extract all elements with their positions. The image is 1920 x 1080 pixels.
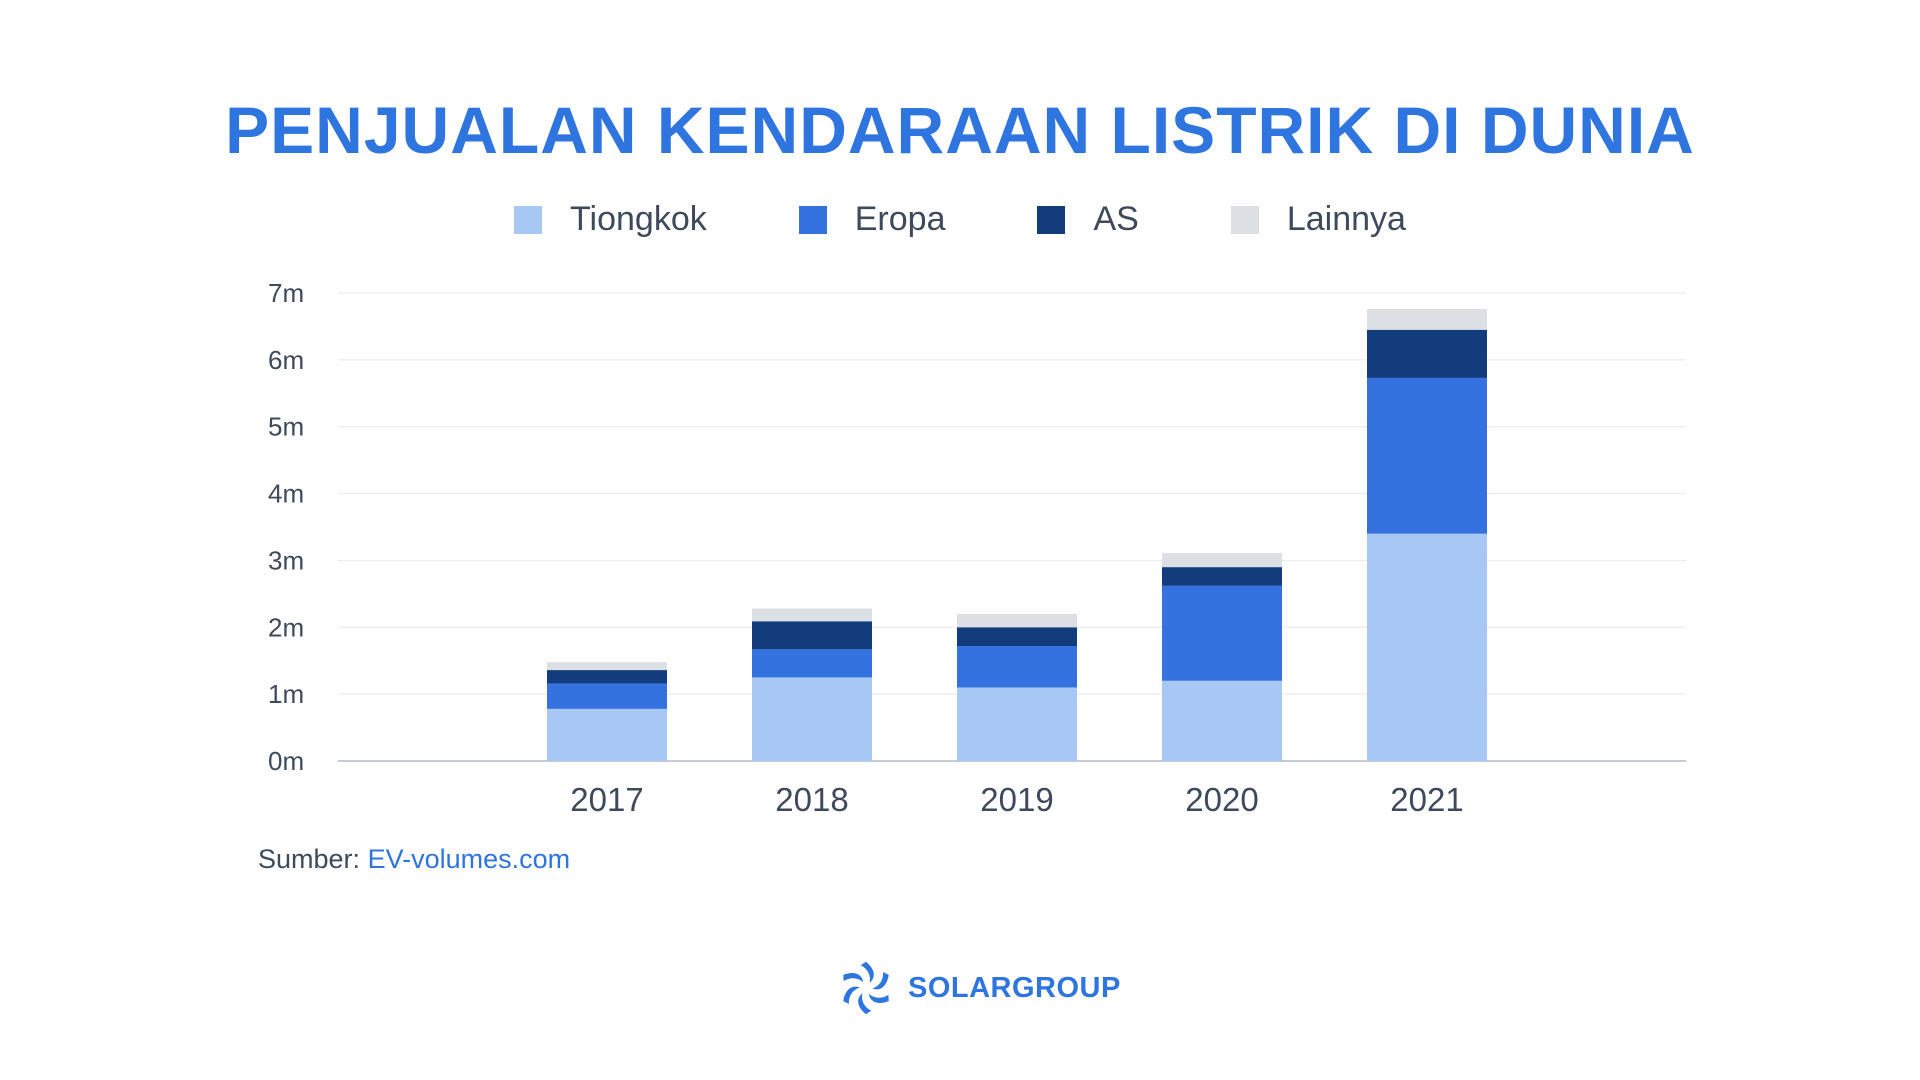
legend-item-as: AS [1037,200,1139,239]
chart-legend: Tiongkok Eropa AS Lainnya [0,200,1920,239]
bar-segment-lainnya [957,613,1077,628]
bar-segment-eropa [752,649,872,678]
source-label: Sumber: [258,844,361,874]
legend-label-as: AS [1093,200,1139,238]
bar-segment-lainnya [1367,309,1487,330]
y-tick-label: 1m [268,679,304,709]
y-tick-label: 3m [268,545,304,575]
stacked-bar-chart: 0m 1m 2m 3m 4m 5m 6m 7m 2017 2018 2019 2020 2021 [268,278,1686,818]
bar-segment-tiongkok [752,677,872,761]
y-tick-label: 0m [268,746,304,776]
x-tick-label: 2020 [1185,781,1258,818]
brand-logo: SOLARGROUP [838,956,1121,1020]
bar-segment-tiongkok [957,687,1077,761]
bar-segment-as [957,627,1077,647]
bar-segment-as [1162,567,1282,586]
legend-swatch-lainnya [1230,205,1259,234]
bar-segment-lainnya [1162,553,1282,568]
brand-name: SOLARGROUP [908,971,1121,1004]
bar-segment-as [547,670,667,684]
legend-item-eropa: Eropa [798,200,946,239]
y-tick-label: 5m [268,412,304,442]
bar-segment-as [1367,329,1487,378]
legend-item-tiongkok: Tiongkok [514,200,707,239]
bar-segment-lainnya [752,608,872,622]
legend-item-lainnya: Lainnya [1230,200,1406,239]
source-link[interactable]: EV-volumes.com [367,844,571,874]
bar-segment-lainnya [547,662,667,671]
bar-segment-tiongkok [1162,680,1282,761]
y-tick-label: 7m [268,278,304,308]
y-tick-label: 4m [268,479,304,509]
y-tick-label: 6m [268,345,304,375]
x-tick-label: 2018 [775,781,848,818]
bar-segment-tiongkok [1367,533,1487,761]
bar-segment-eropa [547,683,667,709]
bar-segment-tiongkok [547,708,667,761]
x-tick-label: 2019 [980,781,1053,818]
bar-segment-eropa [1367,377,1487,534]
chart-title: PENJUALAN KENDARAAN LISTRIK DI DUNIA [225,93,1695,167]
solar-spiral-logo-icon [843,961,889,1015]
legend-swatch-as [1037,205,1066,234]
bar-segment-eropa [1162,585,1282,681]
legend-swatch-tiongkok [514,205,543,234]
x-tick-label: 2017 [570,781,643,818]
legend-label-lainnya: Lainnya [1286,200,1406,238]
x-tick-label: 2021 [1390,781,1463,818]
source-note: Sumber: EV-volumes.com [258,844,570,875]
legend-swatch-eropa [798,205,827,234]
bar-segment-as [752,621,872,650]
legend-label-tiongkok: Tiongkok [570,200,707,238]
y-tick-label: 2m [268,612,304,642]
bar-segment-eropa [957,646,1077,688]
legend-label-eropa: Eropa [854,200,946,238]
